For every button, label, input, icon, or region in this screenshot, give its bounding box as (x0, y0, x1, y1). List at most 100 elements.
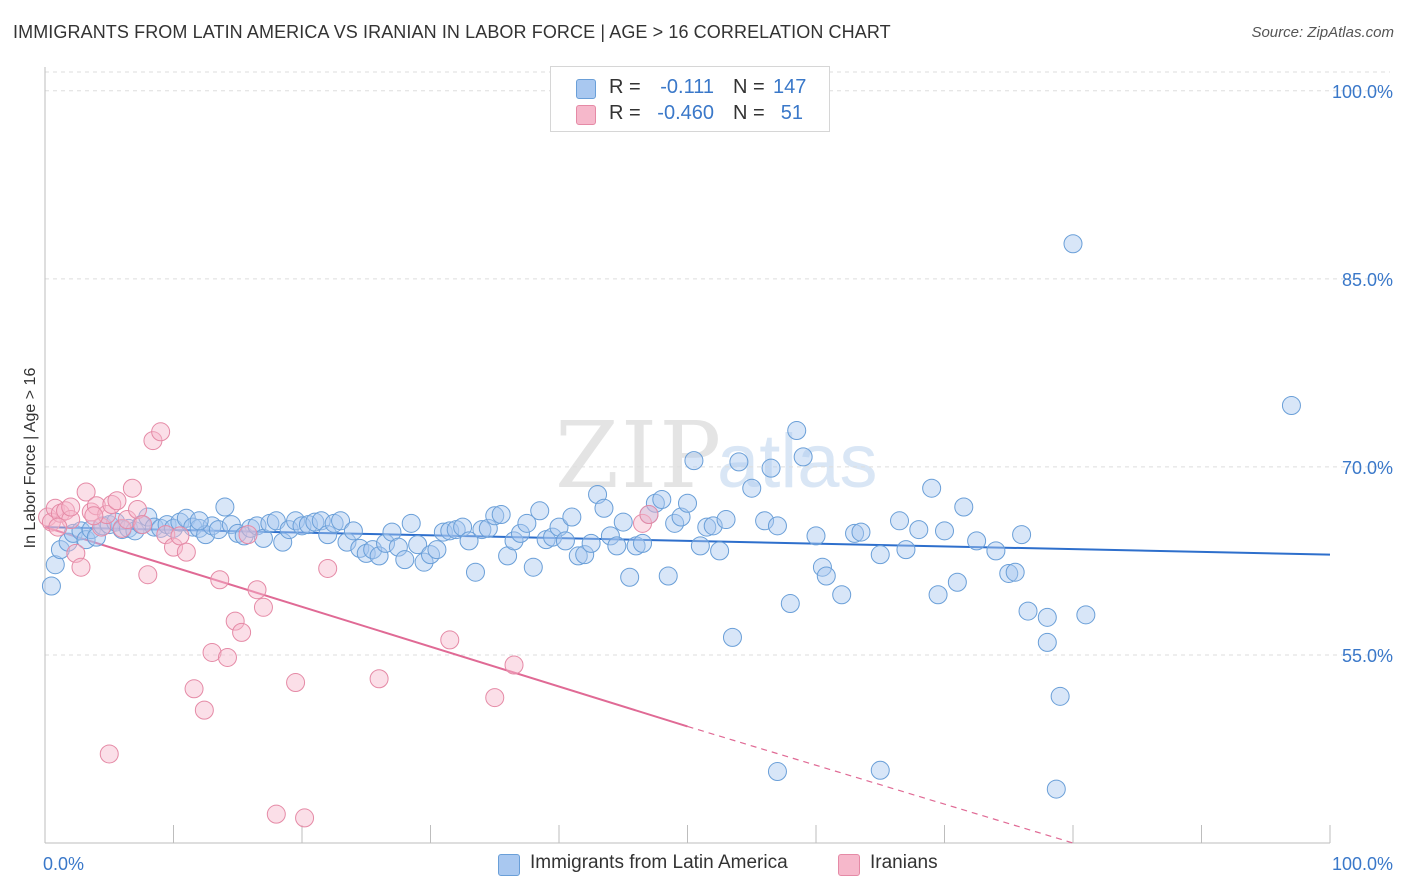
point-latin-america (1063, 234, 1083, 254)
watermark-zip: ZIP (555, 402, 724, 509)
point-latin-america (41, 576, 61, 596)
point-iranian (84, 506, 104, 526)
point-latin-america (86, 527, 106, 547)
point-iranian (295, 808, 315, 828)
point-iranian (485, 688, 505, 708)
point-latin-america (555, 531, 575, 551)
y-tick-label: 85.0% (1342, 270, 1393, 290)
point-latin-america (710, 541, 730, 561)
gridlines (45, 71, 1390, 656)
point-latin-america (870, 545, 890, 565)
point-latin-america (761, 458, 781, 478)
point-iranian (176, 542, 196, 562)
point-latin-america (967, 531, 987, 551)
point-latin-america (1046, 779, 1066, 799)
point-latin-america (594, 498, 614, 518)
point-latin-america (465, 562, 485, 582)
point-latin-america (1037, 632, 1057, 652)
point-iranian (184, 679, 204, 699)
point-iranian (61, 497, 81, 517)
point-iranian (99, 744, 119, 764)
point-latin-america (678, 493, 697, 513)
point-latin-america (729, 452, 749, 472)
point-latin-america (562, 507, 582, 527)
point-latin-america (684, 451, 704, 471)
legend-label: Iranians (870, 852, 938, 873)
point-latin-america (504, 531, 524, 551)
legend-r-value: -0.460 (657, 102, 714, 124)
point-latin-america (510, 523, 530, 543)
point-latin-america (767, 516, 787, 536)
point-latin-america (954, 497, 974, 517)
point-latin-america (581, 533, 601, 553)
point-latin-america (286, 511, 306, 531)
point-latin-america (1018, 601, 1038, 621)
point-latin-america (722, 627, 742, 647)
point-latin-america (909, 520, 929, 540)
point-latin-america (215, 497, 235, 517)
legend-n-value: 147 (773, 76, 807, 98)
point-iranian (112, 518, 132, 538)
point-latin-america (459, 531, 479, 551)
legend-swatch-blue (498, 854, 520, 876)
point-latin-america (999, 563, 1019, 583)
point-iranian (266, 804, 286, 824)
point-latin-america (922, 478, 942, 498)
legend-swatch-pink (838, 854, 860, 876)
point-iranian (128, 500, 148, 520)
point-latin-america (787, 421, 807, 441)
data-points (38, 234, 1301, 828)
point-latin-america (633, 533, 653, 553)
point-iranian (247, 580, 267, 600)
point-latin-america (395, 550, 415, 570)
point-iranian (71, 557, 91, 577)
point-latin-america (170, 512, 190, 532)
point-iranian (253, 597, 273, 617)
point-iranian (151, 422, 171, 442)
point-latin-america (543, 527, 563, 547)
legend-r-label: R = (609, 76, 641, 98)
x-tick-label: 100.0% (1332, 854, 1393, 874)
point-iranian (232, 622, 252, 642)
point-latin-america (755, 511, 775, 531)
point-latin-america (806, 526, 826, 546)
point-latin-america (1281, 395, 1301, 415)
series-legend: Immigrants from Latin America Iranians (0, 850, 1406, 880)
point-latin-america (208, 520, 228, 540)
y-tick-label: 70.0% (1342, 458, 1393, 478)
point-latin-america (472, 520, 492, 540)
point-latin-america (1037, 607, 1057, 627)
tick-labels: 55.0% 70.0% 85.0% 100.0% 0.0% 100.0% (43, 82, 1393, 874)
point-iranian (81, 502, 101, 522)
x-tick-label: 0.0% (43, 854, 84, 874)
point-iranian (170, 526, 190, 546)
point-latin-america (485, 506, 505, 526)
point-latin-america (369, 546, 389, 566)
point-latin-america (645, 493, 665, 513)
point-latin-america (845, 523, 865, 543)
trend-lines (44, 526, 1331, 844)
point-latin-america (331, 511, 351, 531)
point-latin-america (607, 536, 627, 556)
point-latin-america (870, 760, 890, 780)
axes (44, 67, 1331, 844)
legend-n-value: 51 (780, 102, 803, 124)
point-iranian (238, 525, 258, 545)
point-latin-america (851, 522, 871, 542)
point-latin-america (780, 594, 800, 614)
point-latin-america (427, 540, 447, 560)
point-latin-america (690, 536, 710, 556)
point-latin-america (318, 525, 338, 545)
legend-r-value: -0.111 (660, 76, 714, 98)
point-latin-america (1005, 562, 1025, 582)
point-iranian (107, 491, 127, 511)
source-label: Source: ZipAtlas.com (1251, 24, 1394, 41)
legend-n-label: N = (733, 76, 765, 98)
point-latin-america (767, 762, 787, 782)
point-iranian (217, 647, 237, 667)
point-latin-america (273, 532, 293, 552)
point-latin-america (414, 552, 434, 572)
point-latin-america (652, 489, 672, 509)
point-latin-america (928, 585, 948, 605)
